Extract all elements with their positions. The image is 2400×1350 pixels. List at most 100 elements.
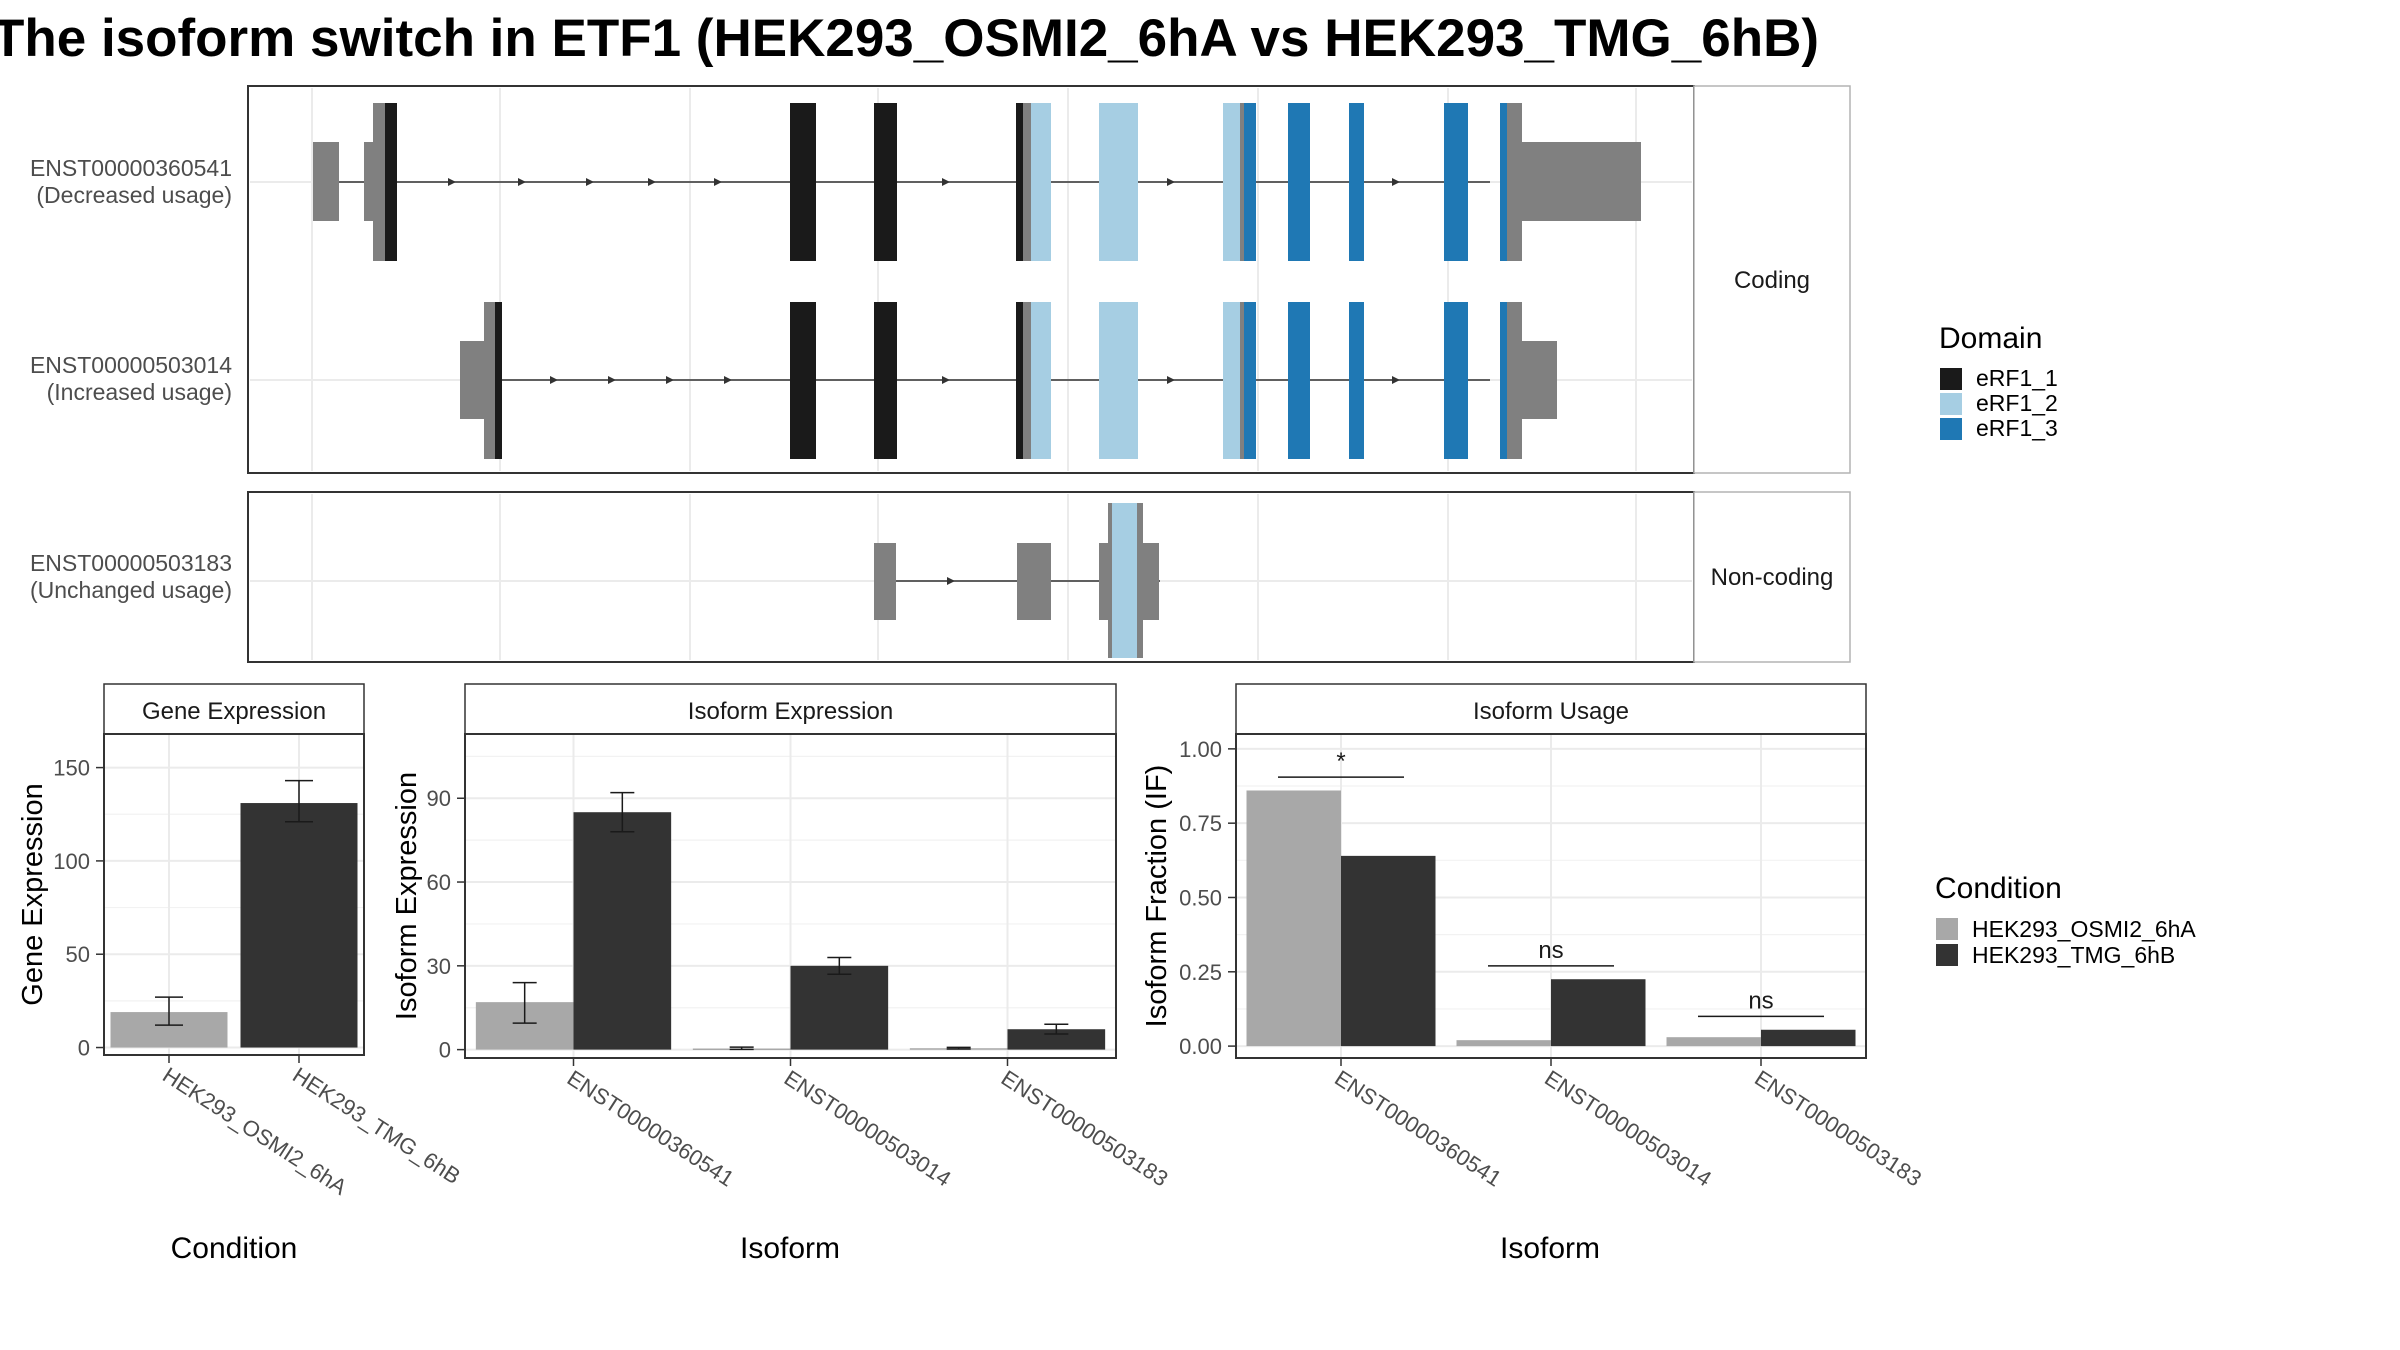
domain-eRF1_1: [1016, 103, 1023, 261]
legend-swatch-condition-a: [1936, 918, 1958, 940]
domain-eRF1_1: [790, 103, 816, 261]
legend-swatch-condition-b: [1936, 944, 1958, 966]
transcript-usage-label: (Decreased usage): [36, 182, 232, 208]
legend-label: eRF1_1: [1976, 365, 2058, 391]
error-bar: [512, 981, 537, 1024]
bar: [1551, 979, 1646, 1047]
bar: [240, 803, 358, 1048]
domain-eRF1_3: [1288, 302, 1310, 459]
domain-eRF1_1: [1016, 302, 1023, 459]
bar: [1666, 1037, 1761, 1047]
y-axis-title: Gene Expression: [17, 783, 49, 1005]
y-tick-label: 100: [53, 849, 90, 874]
intron-arrows: [550, 376, 1400, 384]
y-tick-label: 0.50: [1179, 885, 1222, 910]
significance-label: *: [1336, 748, 1345, 775]
exon: [1240, 103, 1244, 261]
legend-swatch-eRF1_2: [1940, 393, 1962, 415]
exon: [1240, 302, 1244, 459]
utr-exon: [1143, 543, 1159, 620]
x-tick-label: ENST00000503014: [1540, 1065, 1716, 1191]
legend-label: HEK293_TMG_6hB: [1972, 942, 2175, 968]
domain-eRF1_1: [874, 302, 897, 459]
panel-title-strip: [464, 683, 1117, 735]
x-tick-label: ENST00000503014: [780, 1065, 956, 1191]
y-tick-label: 30: [427, 954, 451, 979]
y-tick-label: 150: [53, 756, 90, 781]
exon: [1507, 103, 1522, 261]
bar: [1341, 855, 1436, 1047]
x-tick-label: ENST00000503183: [997, 1065, 1173, 1191]
transcript-usage-label: (Unchanged usage): [30, 577, 232, 603]
exon: [1507, 302, 1522, 459]
utr-exon: [460, 341, 486, 419]
transcript-id-label: ENST00000503014: [30, 352, 232, 378]
utr-exon: [1522, 341, 1557, 419]
transcript-id-label: ENST00000360541: [30, 155, 232, 181]
x-tick-label: ENST00000360541: [563, 1065, 739, 1191]
error-bar: [610, 791, 635, 833]
x-tick-label: ENST00000360541: [1330, 1065, 1506, 1191]
utr-exon: [1017, 543, 1051, 620]
y-tick-label: 90: [427, 786, 451, 811]
chart-panel-1: Isoform Expression 0 30 60 90 ENST00000360541…: [391, 683, 1173, 1265]
intron-arrows: [448, 178, 1400, 186]
x-axis-title: Condition: [171, 1232, 298, 1265]
y-tick-label: 0.75: [1179, 811, 1222, 836]
domain-eRF1_3: [1500, 103, 1507, 261]
bar: [573, 812, 672, 1050]
y-axis-title: Isoform Fraction (IF): [1141, 765, 1173, 1028]
error-bar: [946, 1046, 971, 1050]
facet-label-noncoding: Non-coding: [1711, 564, 1834, 591]
domain-eRF1_3: [1244, 302, 1256, 459]
domain-eRF1_1: [790, 302, 816, 459]
transcript-model: [874, 503, 1160, 658]
domain-eRF1_2: [1223, 302, 1240, 459]
domain-eRF1_3: [1349, 103, 1364, 261]
error-bar: [729, 1046, 754, 1051]
domain-eRF1_3: [1244, 103, 1256, 261]
exon: [1023, 103, 1031, 261]
coding-facet-strip: [1693, 85, 1851, 474]
domain-eRF1_2: [1112, 503, 1137, 658]
domain-eRF1_2: [1031, 103, 1051, 261]
domain-eRF1_1: [385, 103, 397, 261]
x-tick-label: ENST00000503183: [1750, 1065, 1926, 1191]
utr-exon: [313, 142, 339, 221]
y-tick-label: 60: [427, 870, 451, 895]
error-bar: [1044, 1023, 1069, 1035]
error-bar: [285, 779, 313, 823]
domain-eRF1_2: [1223, 103, 1240, 261]
panel-title: Isoform Usage: [1473, 698, 1629, 725]
chart-panel-2: Isoform Usage * ns ns 0.00 0.25 0.50 0.75 1.00 EN…: [1141, 683, 1926, 1265]
exon: [373, 103, 385, 261]
domain-eRF1_3: [1349, 302, 1364, 459]
y-tick-label: 1.00: [1179, 737, 1222, 762]
intron-arrow: [947, 577, 955, 585]
significance-label: ns: [1748, 987, 1773, 1014]
domain-eRF1_1: [495, 302, 502, 459]
utr-exon: [364, 142, 374, 221]
bar: [1456, 1040, 1551, 1047]
x-axis-title: Isoform: [1500, 1232, 1600, 1265]
domain-eRF1_2: [1031, 302, 1051, 459]
significance-label: ns: [1538, 937, 1563, 964]
transcript-labels: ENST00000360541 (Decreased usage) ENST00…: [30, 155, 232, 603]
legend-label: eRF1_2: [1976, 390, 2058, 416]
domain-eRF1_2: [1099, 302, 1138, 459]
noncoding-facet-strip: [1693, 491, 1851, 663]
bar: [1761, 1029, 1856, 1047]
domain-legend-title: Domain: [1939, 322, 2042, 355]
exon: [1023, 302, 1031, 459]
plot-border: [103, 733, 365, 1056]
domain-eRF1_2: [1099, 103, 1138, 261]
domain-legend: Domain eRF1_1 eRF1_2 eRF1_3: [1939, 322, 2058, 441]
y-tick-label: 0.25: [1179, 960, 1222, 985]
utr-exon: [1522, 142, 1641, 221]
exon: [484, 302, 495, 459]
y-tick-label: 0: [439, 1038, 451, 1063]
panel-title: Gene Expression: [142, 698, 326, 725]
transcript-usage-label: (Increased usage): [47, 379, 232, 405]
legend-swatch-eRF1_1: [1940, 368, 1962, 390]
condition-legend-title: Condition: [1935, 872, 2062, 905]
